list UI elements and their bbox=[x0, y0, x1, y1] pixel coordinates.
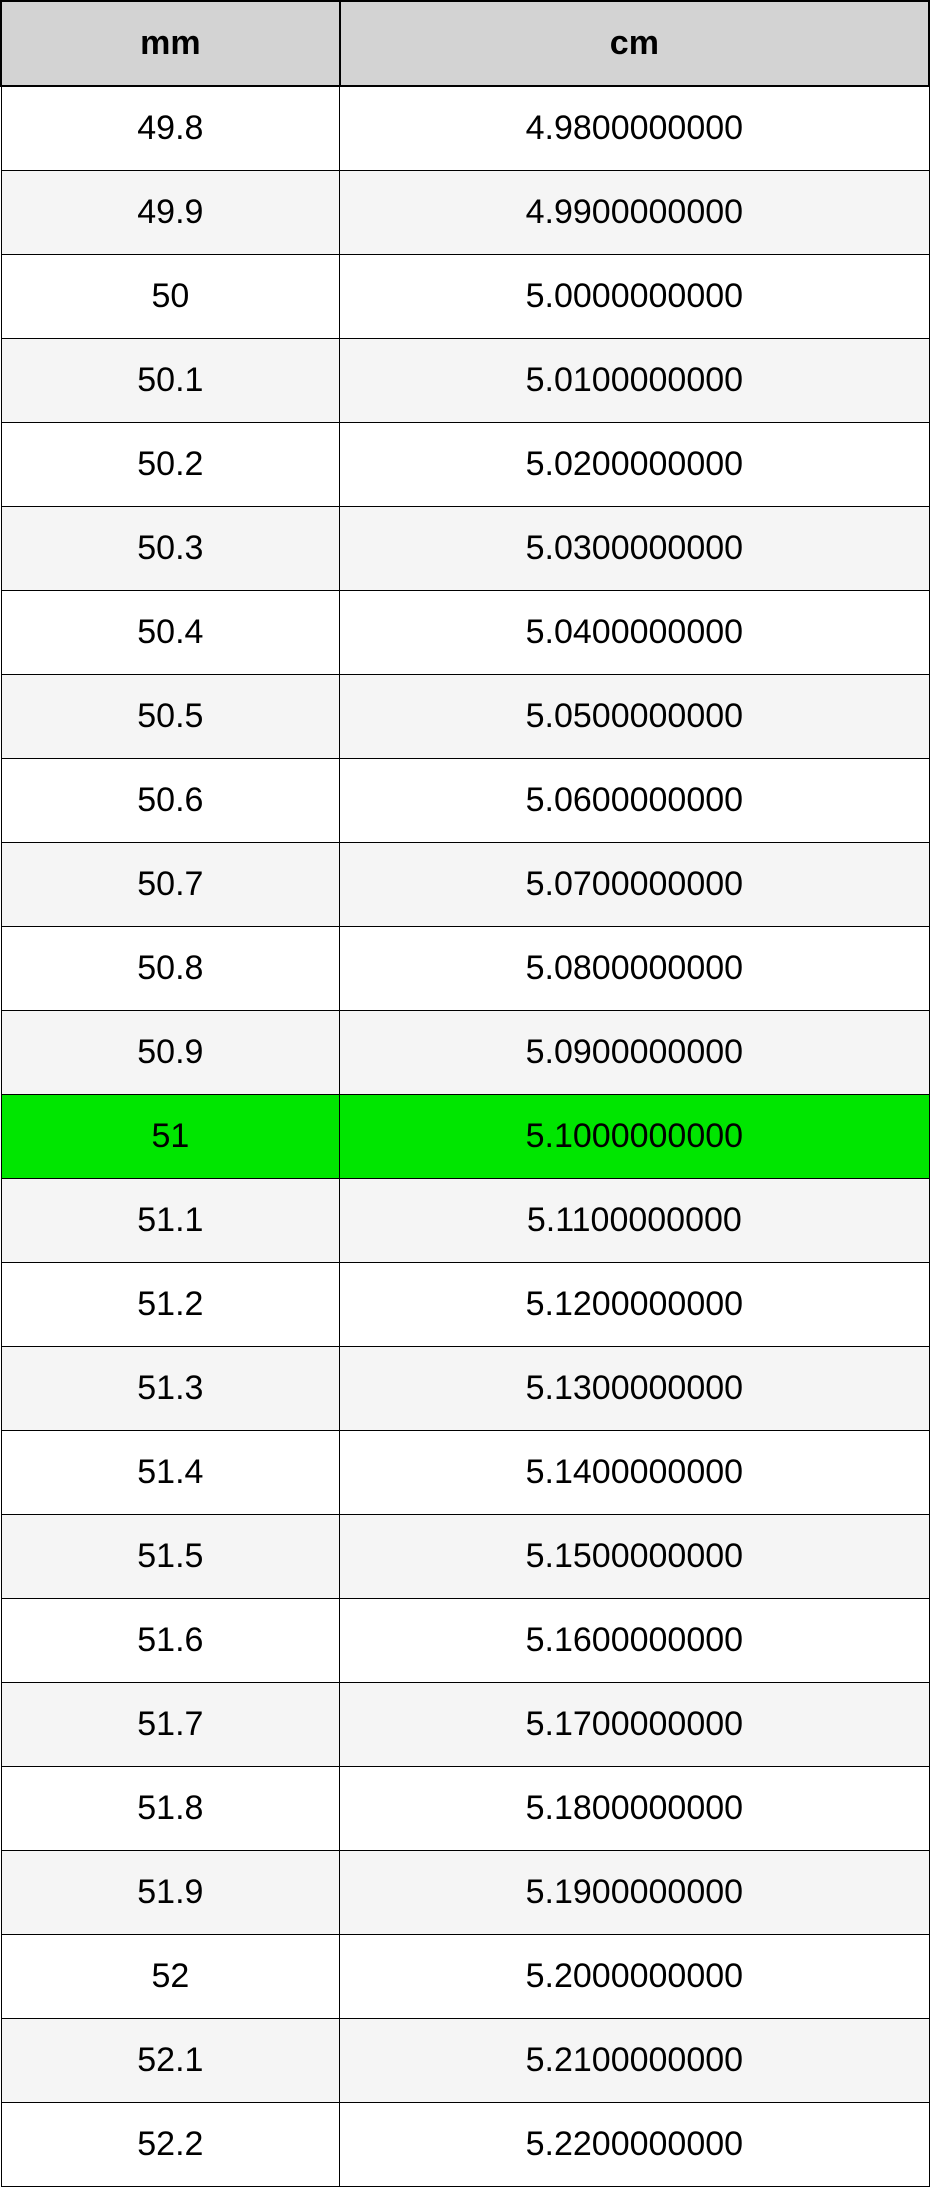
cell-mm: 50.2 bbox=[1, 423, 340, 507]
table-row: 51.55.1500000000 bbox=[1, 1515, 929, 1599]
table-row: 50.95.0900000000 bbox=[1, 1011, 929, 1095]
table-header-row: mm cm bbox=[1, 1, 929, 86]
table-row: 49.84.9800000000 bbox=[1, 86, 929, 171]
table-row: 51.65.1600000000 bbox=[1, 1599, 929, 1683]
column-header-mm: mm bbox=[1, 1, 340, 86]
cell-mm: 50.6 bbox=[1, 759, 340, 843]
conversion-table: mm cm 49.84.980000000049.94.990000000050… bbox=[0, 0, 930, 2187]
table-row: 50.85.0800000000 bbox=[1, 927, 929, 1011]
cell-cm: 4.9800000000 bbox=[340, 86, 929, 171]
cell-mm: 50.1 bbox=[1, 339, 340, 423]
cell-mm: 51.3 bbox=[1, 1347, 340, 1431]
table-row: 51.45.1400000000 bbox=[1, 1431, 929, 1515]
cell-cm: 5.1000000000 bbox=[340, 1095, 929, 1179]
cell-mm: 50.8 bbox=[1, 927, 340, 1011]
cell-cm: 5.1800000000 bbox=[340, 1767, 929, 1851]
cell-mm: 51 bbox=[1, 1095, 340, 1179]
table-row: 505.0000000000 bbox=[1, 255, 929, 339]
cell-mm: 51.5 bbox=[1, 1515, 340, 1599]
cell-cm: 5.1100000000 bbox=[340, 1179, 929, 1263]
cell-cm: 5.1300000000 bbox=[340, 1347, 929, 1431]
table-row: 49.94.9900000000 bbox=[1, 171, 929, 255]
cell-mm: 50 bbox=[1, 255, 340, 339]
cell-cm: 5.0400000000 bbox=[340, 591, 929, 675]
cell-cm: 5.0000000000 bbox=[340, 255, 929, 339]
cell-mm: 50.3 bbox=[1, 507, 340, 591]
table-row: 51.15.1100000000 bbox=[1, 1179, 929, 1263]
cell-cm: 4.9900000000 bbox=[340, 171, 929, 255]
cell-cm: 5.1500000000 bbox=[340, 1515, 929, 1599]
cell-cm: 5.1900000000 bbox=[340, 1851, 929, 1935]
cell-cm: 5.0300000000 bbox=[340, 507, 929, 591]
table-row: 50.15.0100000000 bbox=[1, 339, 929, 423]
cell-mm: 51.2 bbox=[1, 1263, 340, 1347]
table-row: 50.25.0200000000 bbox=[1, 423, 929, 507]
cell-mm: 51.9 bbox=[1, 1851, 340, 1935]
cell-cm: 5.0200000000 bbox=[340, 423, 929, 507]
table-row: 50.45.0400000000 bbox=[1, 591, 929, 675]
cell-cm: 5.0700000000 bbox=[340, 843, 929, 927]
cell-mm: 50.7 bbox=[1, 843, 340, 927]
cell-cm: 5.1200000000 bbox=[340, 1263, 929, 1347]
cell-cm: 5.0800000000 bbox=[340, 927, 929, 1011]
table-row: 515.1000000000 bbox=[1, 1095, 929, 1179]
cell-cm: 5.2000000000 bbox=[340, 1935, 929, 2019]
table-row: 50.35.0300000000 bbox=[1, 507, 929, 591]
table-row: 51.25.1200000000 bbox=[1, 1263, 929, 1347]
cell-mm: 51.8 bbox=[1, 1767, 340, 1851]
table-body: 49.84.980000000049.94.9900000000505.0000… bbox=[1, 86, 929, 2187]
cell-mm: 51.7 bbox=[1, 1683, 340, 1767]
cell-mm: 50.5 bbox=[1, 675, 340, 759]
cell-mm: 49.8 bbox=[1, 86, 340, 171]
cell-cm: 5.0500000000 bbox=[340, 675, 929, 759]
cell-mm: 50.4 bbox=[1, 591, 340, 675]
cell-cm: 5.1700000000 bbox=[340, 1683, 929, 1767]
cell-cm: 5.1600000000 bbox=[340, 1599, 929, 1683]
cell-mm: 52.1 bbox=[1, 2019, 340, 2103]
cell-mm: 51.1 bbox=[1, 1179, 340, 1263]
cell-cm: 5.2200000000 bbox=[340, 2103, 929, 2187]
cell-mm: 50.9 bbox=[1, 1011, 340, 1095]
cell-mm: 51.6 bbox=[1, 1599, 340, 1683]
cell-cm: 5.2100000000 bbox=[340, 2019, 929, 2103]
cell-cm: 5.0900000000 bbox=[340, 1011, 929, 1095]
table-row: 525.2000000000 bbox=[1, 1935, 929, 2019]
table-row: 51.35.1300000000 bbox=[1, 1347, 929, 1431]
table-row: 51.95.1900000000 bbox=[1, 1851, 929, 1935]
cell-cm: 5.1400000000 bbox=[340, 1431, 929, 1515]
cell-mm: 52 bbox=[1, 1935, 340, 2019]
cell-cm: 5.0100000000 bbox=[340, 339, 929, 423]
table-row: 50.65.0600000000 bbox=[1, 759, 929, 843]
table-row: 52.15.2100000000 bbox=[1, 2019, 929, 2103]
table-row: 50.55.0500000000 bbox=[1, 675, 929, 759]
table-row: 51.85.1800000000 bbox=[1, 1767, 929, 1851]
column-header-cm: cm bbox=[340, 1, 929, 86]
cell-mm: 51.4 bbox=[1, 1431, 340, 1515]
cell-mm: 52.2 bbox=[1, 2103, 340, 2187]
table-row: 50.75.0700000000 bbox=[1, 843, 929, 927]
table-row: 51.75.1700000000 bbox=[1, 1683, 929, 1767]
cell-cm: 5.0600000000 bbox=[340, 759, 929, 843]
cell-mm: 49.9 bbox=[1, 171, 340, 255]
table-row: 52.25.2200000000 bbox=[1, 2103, 929, 2187]
